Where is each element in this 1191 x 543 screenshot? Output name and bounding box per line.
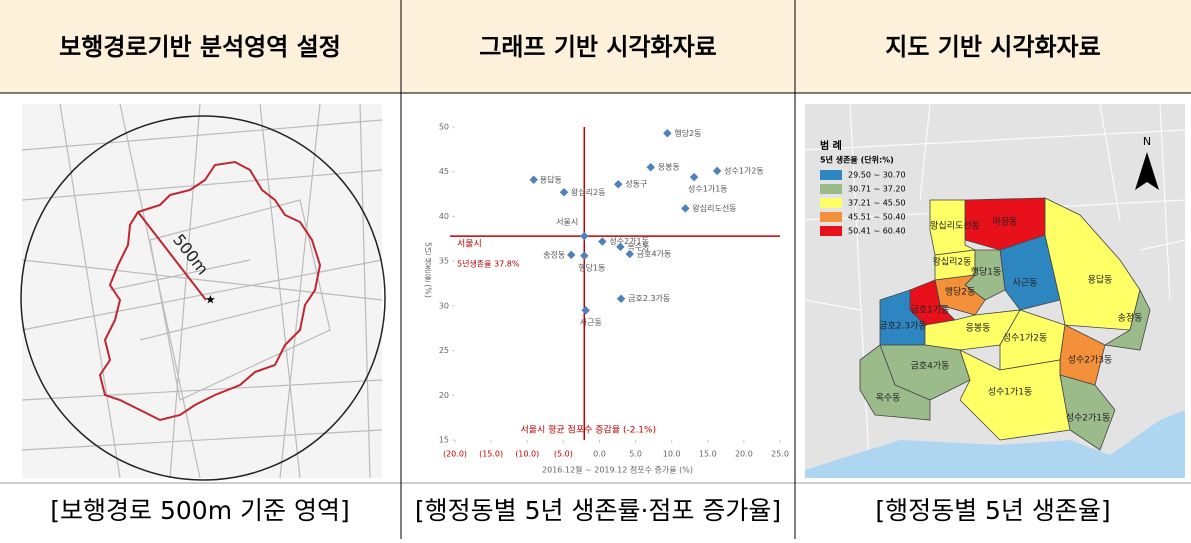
annotation: 서울시	[457, 239, 482, 250]
x-tick-label: 25.0	[771, 450, 789, 459]
data-point	[690, 173, 698, 181]
x-tick-label: 20.0	[735, 450, 753, 459]
y-tick-label: 30	[439, 301, 449, 310]
data-point	[529, 176, 537, 184]
district-label: 성수1가2동	[1003, 333, 1048, 344]
x-tick-label: (5.0)	[554, 450, 573, 459]
district-label: 왕십리도선동	[930, 221, 980, 232]
point-label: 행당1동	[578, 262, 605, 272]
walk-map: ★	[21, 104, 385, 480]
legend-swatch	[820, 226, 842, 236]
legend-label: 37.21 ~ 45.50	[848, 199, 906, 208]
x-tick-label: (10.0)	[515, 450, 539, 459]
point-label: 응봉동	[658, 163, 680, 172]
district-label: 금호1가동	[911, 305, 950, 316]
district-label: 응봉동	[966, 323, 991, 334]
legend-swatch	[820, 170, 842, 180]
legend-label: 29.50 ~ 30.70	[848, 171, 906, 180]
north-label: N	[1143, 135, 1151, 148]
legend-label: 45.51 ~ 50.40	[848, 213, 906, 222]
caption: [보행경로 500m 기준 영역]	[50, 496, 349, 525]
legend-label: 30.71 ~ 37.20	[848, 185, 906, 194]
point-label: 성수1가2동	[724, 166, 764, 175]
district-label: 행당1동	[971, 266, 1002, 278]
district-label: 행당2동	[945, 286, 976, 298]
y-tick-label: 35	[439, 257, 449, 266]
legend-label: 50.41 ~ 60.40	[848, 227, 906, 236]
svg-text:★: ★	[205, 293, 216, 307]
data-point	[560, 188, 568, 196]
x-tick-label: 10.0	[663, 450, 681, 459]
district-label: 마장동	[993, 217, 1018, 228]
annotation: 서울시 평균 점포수 증감율 (-2.1%)	[520, 424, 656, 436]
point-label: 송정동	[543, 249, 565, 259]
page: 보행경로기반 분석영역 설정 그래프 기반 시각화자료 지도 기반 시각화자료 …	[0, 0, 1191, 543]
y-axis-label: 5년 생존율 (%)	[424, 242, 433, 298]
x-tick-label: 0.0	[593, 450, 606, 459]
district-label: 왕십리2동	[933, 257, 972, 268]
y-tick-label: 15	[439, 436, 449, 445]
data-point	[567, 251, 575, 259]
scatter-chart: 15 20 25 30 35 40 45 50 (20.0) (15.0) (10.0) (5.0) 0…	[424, 123, 789, 475]
data-point	[581, 306, 589, 314]
point-label: 서울시	[556, 218, 578, 227]
data-point	[663, 129, 671, 137]
district-label: 금호4가동	[911, 361, 950, 372]
point-label: 왕십리도선동	[692, 204, 736, 213]
data-point	[681, 204, 689, 212]
caption: [행정동별 5년 생존률·점포 증가율]	[415, 496, 781, 525]
figure-table: 보행경로기반 분석영역 설정 그래프 기반 시각화자료 지도 기반 시각화자료 …	[0, 0, 1191, 539]
point-label: 사근동	[580, 318, 602, 327]
header: 지도 기반 시각화자료	[885, 33, 1100, 61]
annotation: 5년생존율 37.8%	[457, 259, 520, 269]
y-tick-label: 40	[439, 212, 449, 221]
data-point	[614, 180, 622, 188]
x-tick-label: 15.0	[699, 450, 717, 459]
point-label: 행당2동	[674, 128, 701, 138]
data-point	[580, 232, 588, 240]
x-axis-label: 2016.12월 ~ 2019.12 점포수 증가율 (%)	[542, 465, 693, 475]
point-label: 금호4가동	[637, 249, 672, 258]
point-label: 금호2.3가동	[628, 294, 670, 303]
x-tick-label: (20.0)	[443, 450, 467, 459]
legend-swatch	[820, 212, 842, 222]
district-label: 성수1가1동	[988, 387, 1033, 398]
district-label: 옥수동	[876, 393, 901, 404]
district-label: 용답동	[1088, 274, 1113, 286]
data-point	[617, 294, 625, 302]
legend-title: 범 례	[820, 139, 842, 152]
data-point	[580, 252, 588, 260]
district-label: 성수2가1동	[1066, 413, 1111, 424]
x-tick-label: (15.0)	[479, 450, 503, 459]
district-label: 금호2.3가동	[879, 321, 926, 332]
caption: [행정동별 5년 생존율]	[875, 496, 1110, 525]
y-tick-label: 50	[439, 123, 449, 132]
district-label: 사근동	[1013, 278, 1038, 289]
point-label: 성동구	[625, 180, 647, 189]
point-label: 용답동	[540, 174, 562, 184]
point-label: 왕십리2동	[571, 188, 606, 197]
header: 그래프 기반 시각화자료	[479, 33, 717, 61]
point-label: 성수1가1동	[688, 185, 728, 194]
x-tick-label: 5.0	[629, 450, 642, 459]
district-label: 성수2가3동	[1068, 355, 1113, 366]
legend-swatch	[820, 198, 842, 208]
y-tick-label: 25	[439, 346, 449, 355]
y-tick-label: 45	[439, 167, 449, 176]
y-tick-label: 20	[439, 391, 449, 400]
header: 보행경로기반 분석영역 설정	[59, 33, 341, 61]
data-point	[713, 167, 721, 175]
legend-subtitle: 5년 생존율 (단위:%)	[820, 155, 894, 165]
data-point	[646, 163, 654, 171]
data-point	[598, 237, 606, 245]
legend-swatch	[820, 184, 842, 194]
district-label: 송정동	[1118, 313, 1143, 324]
